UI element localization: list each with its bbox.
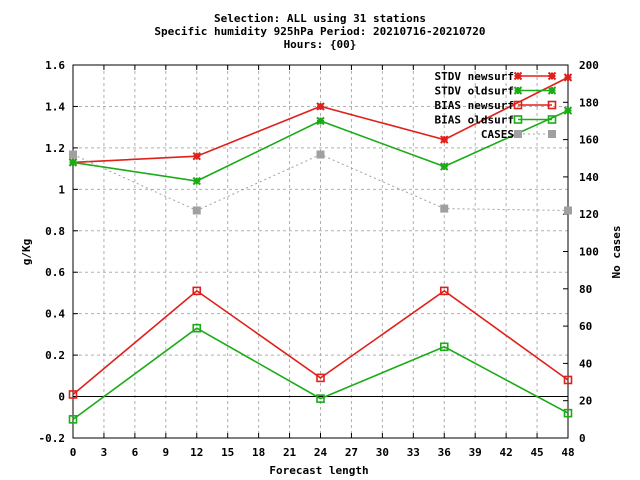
data-point-stdv-oldsurf <box>68 158 78 167</box>
data-point-stdv-oldsurf <box>563 106 573 115</box>
legend-label-bias-oldsurf: BIAS oldsurf <box>435 114 514 127</box>
y2-tick-label: 160 <box>579 134 599 147</box>
data-point-stdv-oldsurf <box>440 162 449 171</box>
y-axis-label: g/Kg <box>20 239 33 266</box>
legend-label-bias-newsurf: BIAS newsurf <box>435 99 514 112</box>
y2-tick-label: 40 <box>579 357 592 370</box>
chart-title-line1: Selection: ALL using 31 stations <box>214 12 426 25</box>
y2-tick-label: 180 <box>579 96 599 109</box>
y-tick-label: 1 <box>58 183 65 196</box>
chart-title-line2: Specific humidity 925hPa Period: 2021071… <box>154 25 485 38</box>
data-point-stdv-newsurf <box>563 73 573 82</box>
y-tick-label: 1.2 <box>45 142 65 155</box>
x-tick-label: 3 <box>101 446 108 459</box>
y2-tick-label: 80 <box>579 283 592 296</box>
y2-tick-label: 140 <box>579 171 599 184</box>
x-tick-label: 36 <box>438 446 452 459</box>
data-point-stdv-newsurf <box>192 151 201 161</box>
series-line-bias-newsurf <box>72 289 569 396</box>
legend-marker-bias-oldsurf <box>513 115 523 124</box>
y2-tick-label: 20 <box>579 395 592 408</box>
y-tick-label: 0.4 <box>45 308 65 321</box>
y-tick-label: 0.2 <box>45 349 65 362</box>
x-tick-label: 39 <box>469 446 482 459</box>
chart-title-line3: Hours: {00} <box>284 38 357 51</box>
x-tick-label: 21 <box>283 446 297 459</box>
y-tick-label: 0.8 <box>45 225 65 238</box>
x-tick-label: 6 <box>132 446 139 459</box>
x-tick-label: 18 <box>252 446 265 459</box>
legend-marker-stdv-oldsurf <box>513 86 523 95</box>
data-point-cases <box>564 206 572 215</box>
y-tick-label: 1.4 <box>45 100 65 113</box>
data-point-cases <box>440 204 449 213</box>
x-tick-label: 45 <box>530 446 543 459</box>
x-tick-label: 15 <box>221 446 234 459</box>
x-tick-label: 12 <box>190 446 203 459</box>
x-tick-label: 42 <box>500 446 513 459</box>
y2-tick-label: 200 <box>579 59 599 72</box>
y2-tick-label: 120 <box>579 208 599 221</box>
data-point-cases <box>69 150 77 159</box>
y2-axis-label: No cases <box>610 226 623 279</box>
data-point-stdv-oldsurf <box>192 176 201 186</box>
data-point-bias-oldsurf <box>563 408 573 418</box>
data-point-bias-oldsurf <box>316 394 325 403</box>
data-point-bias-oldsurf <box>192 323 202 333</box>
legend-label-stdv-oldsurf: STDV oldsurf <box>435 85 514 98</box>
data-point-stdv-newsurf <box>440 135 449 144</box>
legend-marker-bias-oldsurf <box>547 115 557 124</box>
y2-tick-label: 60 <box>579 320 592 333</box>
y-tick-label: 1.6 <box>45 59 65 72</box>
y-tick-label: 0.6 <box>45 266 65 279</box>
legend-marker-bias-newsurf <box>513 100 523 110</box>
legend-label-cases: CASES <box>481 128 514 141</box>
data-point-cases <box>316 150 325 159</box>
x-tick-label: 0 <box>70 446 77 459</box>
axes: 0 3 6 9 12 15 18 21 24 27 30 33 36 39 42 45 48-0.200.20.… <box>39 59 599 459</box>
legend-marker-cases <box>514 130 522 138</box>
x-axis-label: Forecast length <box>269 464 368 477</box>
data-point-bias-newsurf <box>68 390 78 399</box>
data-point-bias-newsurf <box>439 286 449 296</box>
legend-marker-stdv-oldsurf <box>547 86 557 95</box>
legend-label-stdv-newsurf: STDV newsurf <box>435 70 514 83</box>
legend-marker-stdv-newsurf <box>547 71 557 81</box>
data-point-bias-newsurf <box>316 373 325 383</box>
x-tick-label: 27 <box>345 446 358 459</box>
x-tick-label: 24 <box>314 446 328 459</box>
series-line-bias-oldsurf <box>72 327 569 421</box>
data-point-bias-oldsurf <box>68 415 78 424</box>
data-point-stdv-newsurf <box>316 102 325 111</box>
data-point-stdv-oldsurf <box>316 116 325 126</box>
data-series <box>68 73 573 424</box>
y-tick-label: 0 <box>58 391 65 404</box>
legend-marker-stdv-newsurf <box>513 71 523 81</box>
data-point-bias-oldsurf <box>439 342 449 352</box>
data-point-bias-newsurf <box>192 286 202 296</box>
legend-marker-cases <box>548 130 556 138</box>
legend-marker-bias-newsurf <box>547 100 557 110</box>
x-tick-label: 30 <box>376 446 389 459</box>
x-tick-label: 9 <box>163 446 170 459</box>
x-tick-label: 48 <box>561 446 574 459</box>
data-point-cases <box>192 206 201 215</box>
x-tick-label: 33 <box>407 446 420 459</box>
y2-tick-label: 0 <box>579 432 586 445</box>
y2-tick-label: 100 <box>579 246 599 259</box>
data-point-bias-newsurf <box>563 375 573 385</box>
y-tick-label: -0.2 <box>39 432 66 445</box>
